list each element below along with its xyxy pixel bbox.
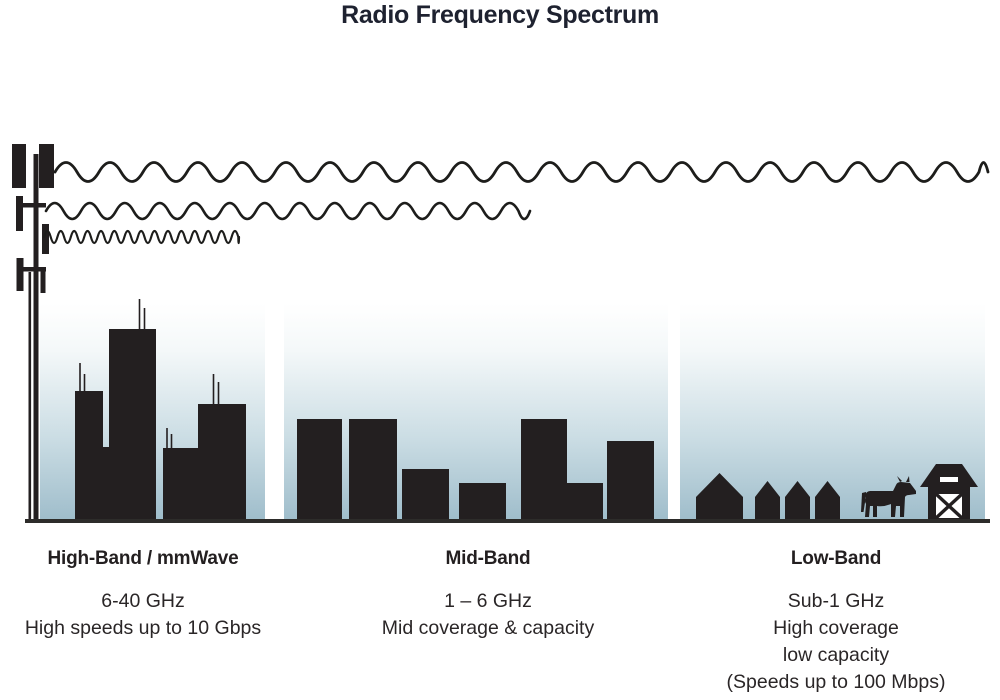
city-skyline xyxy=(75,299,246,519)
spectrum-illustration xyxy=(12,144,990,523)
low-band-speed: (Speeds up to 100 Mbps) xyxy=(726,671,946,693)
ground-line xyxy=(25,519,990,523)
low-band-heading: Low-Band xyxy=(790,548,882,569)
cow-icon xyxy=(861,476,916,517)
high-band-label-group: High-Band / mmWave 6-40 GHz High speeds … xyxy=(3,548,283,642)
wave-low-frequency-long-reach xyxy=(53,161,990,183)
high-band-heading: High-Band / mmWave xyxy=(47,548,239,569)
house-icon xyxy=(696,473,743,520)
mid-band-heading: Mid-Band xyxy=(445,548,531,569)
low-band-label-group: Low-Band Sub-1 GHz High coverage low cap… xyxy=(696,548,976,696)
mid-band-frequency: 1 – 6 GHz xyxy=(444,590,532,612)
low-band-capacity: low capacity xyxy=(782,644,890,666)
radio-wave-icon xyxy=(42,161,990,245)
mid-band-description: Mid coverage & capacity xyxy=(381,617,595,639)
house-icon xyxy=(755,481,780,520)
cell-tower-icon xyxy=(12,144,54,519)
wave-high-frequency-short-reach xyxy=(42,229,241,245)
mid-band-label-group: Mid-Band 1 – 6 GHz Mid coverage & capaci… xyxy=(348,548,628,642)
barn-icon xyxy=(920,464,978,521)
town-buildings xyxy=(297,419,654,520)
low-band-frequency: Sub-1 GHz xyxy=(787,590,885,612)
rooftop-antenna-icon xyxy=(79,299,220,449)
low-band-coverage: High coverage xyxy=(773,617,899,639)
page-title: Radio Frequency Spectrum xyxy=(341,1,659,29)
high-band-description: High speeds up to 10 Gbps xyxy=(24,617,262,639)
house-icon xyxy=(815,481,840,520)
high-band-frequency: 6-40 GHz xyxy=(101,590,185,612)
house-icon xyxy=(785,481,810,520)
wave-mid-frequency-mid-reach xyxy=(44,201,532,221)
rural-scene xyxy=(696,464,978,521)
